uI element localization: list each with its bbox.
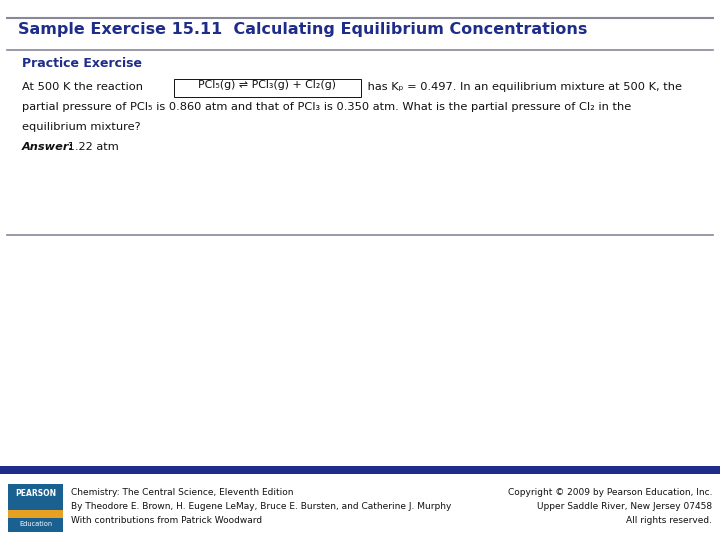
Text: Answer:: Answer: [22,142,74,152]
Bar [8,484,63,532]
Text: equilibrium mixture?: equilibrium mixture? [22,122,140,132]
Text: Education: Education [19,521,52,527]
Text: Practice Exercise: Practice Exercise [22,57,142,70]
Text: With contributions from Patrick Woodward: With contributions from Patrick Woodward [71,516,262,525]
Text: Upper Saddle River, New Jersey 07458: Upper Saddle River, New Jersey 07458 [537,502,712,511]
FancyBboxPatch shape [8,510,63,518]
Text: 1.22 atm: 1.22 atm [64,142,119,152]
Bar [0,466,720,474]
Text: Copyright © 2009 by Pearson Education, Inc.: Copyright © 2009 by Pearson Education, I… [508,488,712,497]
Text: has Kₚ = 0.497. In an equilibrium mixture at 500 K, the: has Kₚ = 0.497. In an equilibrium mixtur… [364,82,682,92]
Text: At 500 K the reaction: At 500 K the reaction [22,82,147,92]
Text: PEARSON: PEARSON [15,489,56,498]
Text: Chemistry: The Central Science, Eleventh Edition: Chemistry: The Central Science, Eleventh… [71,488,294,497]
Text: By Theodore E. Brown, H. Eugene LeMay, Bruce E. Bursten, and Catherine J. Murphy: By Theodore E. Brown, H. Eugene LeMay, B… [71,502,451,511]
Text: Sample Exercise 15.11  Calculating Equilibrium Concentrations: Sample Exercise 15.11 Calculating Equili… [18,22,588,37]
Text: All rights reserved.: All rights reserved. [626,516,712,525]
FancyBboxPatch shape [174,79,361,97]
Text: PCl₅(g) ⇌ PCl₃(g) + Cl₂(g): PCl₅(g) ⇌ PCl₃(g) + Cl₂(g) [199,80,336,90]
Text: partial pressure of PCl₅ is 0.860 atm and that of PCl₃ is 0.350 atm. What is the: partial pressure of PCl₅ is 0.860 atm an… [22,102,631,112]
